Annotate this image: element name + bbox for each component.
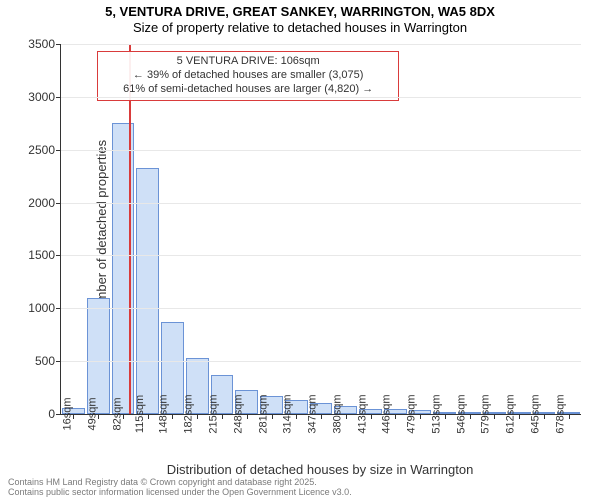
grid-line bbox=[61, 361, 581, 362]
x-tick-mark bbox=[445, 414, 446, 419]
annotation-line: 61% of semi-detached houses are larger (… bbox=[104, 83, 392, 97]
x-tick-mark bbox=[395, 414, 396, 419]
x-tick-label: 82sqm bbox=[106, 397, 123, 430]
x-tick-label: 49sqm bbox=[82, 397, 99, 430]
property-size-chart: 5, VENTURA DRIVE, GREAT SANKEY, WARRINGT… bbox=[0, 0, 600, 500]
x-tick-mark bbox=[569, 414, 570, 419]
x-tick-label: 380sqm bbox=[326, 394, 343, 433]
x-tick-mark bbox=[247, 414, 248, 419]
y-tick-label: 2000 bbox=[28, 196, 61, 210]
x-tick-label: 148sqm bbox=[153, 394, 170, 433]
grid-line bbox=[61, 203, 581, 204]
x-axis-label: Distribution of detached houses by size … bbox=[60, 462, 580, 477]
x-tick-label: 182sqm bbox=[178, 394, 195, 433]
x-tick-label: 248sqm bbox=[227, 394, 244, 433]
x-tick-label: 479sqm bbox=[401, 394, 418, 433]
x-tick-label: 115sqm bbox=[129, 395, 146, 433]
plot-area: 16sqm49sqm82sqm115sqm148sqm182sqm215sqm2… bbox=[60, 44, 581, 415]
bar-slot: 645sqm bbox=[532, 44, 557, 414]
footer-line-2: Contains public sector information licen… bbox=[8, 488, 352, 498]
x-tick-mark bbox=[172, 414, 173, 419]
x-tick-label: 612sqm bbox=[500, 394, 517, 433]
bar-slot: 479sqm bbox=[408, 44, 433, 414]
y-tick-label: 0 bbox=[48, 407, 61, 421]
y-tick-label: 1000 bbox=[28, 301, 61, 315]
x-tick-label: 314sqm bbox=[277, 394, 294, 433]
x-tick-mark bbox=[148, 414, 149, 419]
histogram-bar bbox=[136, 168, 159, 414]
bar-slot: 612sqm bbox=[507, 44, 532, 414]
x-tick-label: 645sqm bbox=[524, 394, 541, 433]
x-tick-mark bbox=[272, 414, 273, 419]
y-tick-label: 3500 bbox=[28, 37, 61, 51]
grid-line bbox=[61, 150, 581, 151]
bar-slot: 678sqm bbox=[556, 44, 581, 414]
grid-line bbox=[61, 308, 581, 309]
chart-subtitle: Size of property relative to detached ho… bbox=[0, 20, 600, 36]
x-tick-mark bbox=[420, 414, 421, 419]
bar-slot: 546sqm bbox=[457, 44, 482, 414]
footer-attribution: Contains HM Land Registry data © Crown c… bbox=[8, 478, 352, 498]
y-tick-label: 500 bbox=[35, 354, 61, 368]
x-tick-label: 413sqm bbox=[351, 394, 368, 433]
x-tick-label: 446sqm bbox=[376, 394, 393, 433]
x-tick-mark bbox=[544, 414, 545, 419]
y-tick-label: 2500 bbox=[28, 143, 61, 157]
x-tick-label: 546sqm bbox=[450, 394, 467, 433]
annotation-line: ← 39% of detached houses are smaller (3,… bbox=[104, 69, 392, 83]
bar-slot: 513sqm bbox=[432, 44, 457, 414]
x-tick-mark bbox=[346, 414, 347, 419]
grid-line bbox=[61, 44, 581, 45]
annotation-line: 5 VENTURA DRIVE: 106sqm bbox=[104, 55, 392, 69]
x-tick-mark bbox=[222, 414, 223, 419]
bar-slot: 579sqm bbox=[482, 44, 507, 414]
grid-line bbox=[61, 255, 581, 256]
bar-slot: 16sqm bbox=[61, 44, 86, 414]
y-tick-label: 1500 bbox=[28, 248, 61, 262]
x-tick-mark bbox=[73, 414, 74, 419]
y-tick-label: 3000 bbox=[28, 90, 61, 104]
histogram-bar bbox=[112, 123, 135, 414]
annotation-box: 5 VENTURA DRIVE: 106sqm← 39% of detached… bbox=[97, 51, 399, 100]
x-tick-mark bbox=[470, 414, 471, 419]
x-tick-label: 579sqm bbox=[475, 394, 492, 433]
x-tick-mark bbox=[494, 414, 495, 419]
x-tick-mark bbox=[371, 414, 372, 419]
x-tick-mark bbox=[197, 414, 198, 419]
x-tick-label: 281sqm bbox=[252, 394, 269, 433]
grid-line bbox=[61, 97, 581, 98]
chart-title: 5, VENTURA DRIVE, GREAT SANKEY, WARRINGT… bbox=[0, 0, 600, 20]
x-tick-label: 678sqm bbox=[549, 394, 566, 433]
x-tick-label: 513sqm bbox=[425, 394, 442, 433]
x-tick-label: 347sqm bbox=[301, 394, 318, 433]
x-tick-label: 215sqm bbox=[202, 394, 219, 433]
x-tick-mark bbox=[321, 414, 322, 419]
x-tick-mark bbox=[296, 414, 297, 419]
x-tick-mark bbox=[519, 414, 520, 419]
